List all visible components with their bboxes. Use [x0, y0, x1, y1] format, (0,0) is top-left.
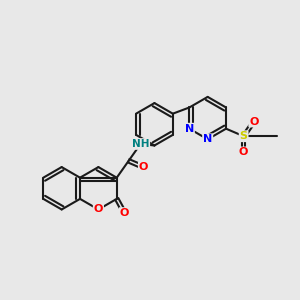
Text: O: O: [94, 205, 103, 214]
Text: S: S: [240, 131, 248, 141]
Text: N: N: [185, 124, 194, 134]
Text: N: N: [203, 134, 212, 144]
Text: O: O: [239, 147, 248, 158]
Text: O: O: [120, 208, 129, 218]
Text: NH: NH: [132, 139, 149, 149]
Text: O: O: [139, 162, 148, 172]
Text: O: O: [249, 116, 259, 127]
